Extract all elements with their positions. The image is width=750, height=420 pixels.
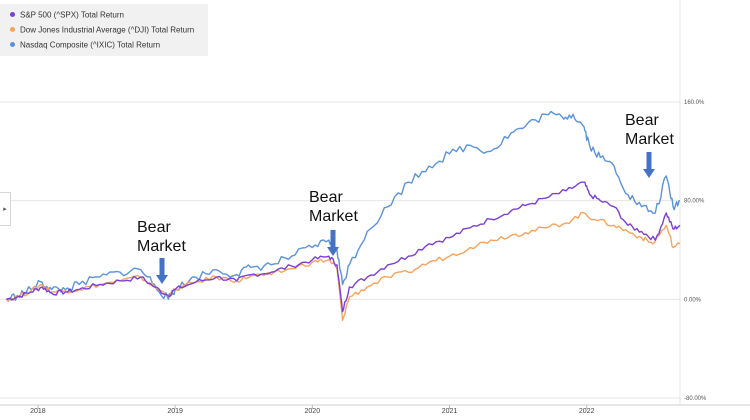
legend: S&P 500 (^SPX) Total Return Dow Jones In… [0, 4, 208, 56]
annotation-line1: Bear [625, 112, 659, 129]
x-tick-label: 2021 [442, 408, 458, 415]
series-line-dji [5, 211, 681, 321]
legend-label-ixic: Nasdaq Composite (^IXIC) Total Return [20, 40, 161, 50]
annotation-line2: Market [625, 131, 674, 148]
gridlines [0, 0, 750, 406]
annotation-arrows [156, 152, 655, 284]
expand-panel-button[interactable]: ▸ [0, 192, 11, 226]
y-tick-label: 0.00% [684, 297, 702, 303]
series-line-ixic [6, 110, 681, 301]
y-tick-label: -80.00% [684, 396, 707, 402]
x-axis-labels: 2018 2019 2020 2021 2022 [30, 405, 595, 415]
down-arrow-icon [643, 152, 655, 178]
annotation-bear-market-2022: Bear Market [625, 111, 674, 149]
x-tick-label: 2019 [167, 408, 183, 415]
annotation-line2: Market [137, 238, 186, 255]
y-axis-labels: 160.0% 80.00% 0.00% -80.00% [684, 100, 707, 402]
chevron-right-icon: ▸ [3, 206, 7, 213]
x-tick-label: 2020 [305, 408, 321, 415]
legend-marker-ixic [10, 42, 15, 48]
y-tick-label: 80.00% [684, 199, 705, 205]
annotation-line1: Bear [137, 219, 171, 236]
legend-label-spx: S&P 500 (^SPX) Total Return [20, 10, 124, 20]
legend-marker-dji [10, 27, 15, 33]
annotation-line2: Market [309, 208, 358, 225]
annotation-line1: Bear [309, 189, 343, 206]
legend-item-ixic[interactable]: Nasdaq Composite (^IXIC) Total Return [10, 40, 160, 49]
x-tick-label: 2022 [579, 408, 595, 415]
series-lines [5, 110, 681, 321]
down-arrow-icon [156, 258, 168, 284]
down-arrow-icon [327, 230, 339, 256]
series-line-spx [6, 181, 681, 313]
y-tick-label: 160.0% [684, 100, 705, 106]
x-tick-label: 2018 [30, 408, 46, 415]
annotation-bear-market-2018: Bear Market [137, 218, 186, 256]
legend-item-spx[interactable]: S&P 500 (^SPX) Total Return [10, 10, 124, 19]
annotation-bear-market-2020: Bear Market [309, 188, 358, 226]
legend-label-dji: Dow Jones Industrial Average (^DJI) Tota… [20, 25, 195, 35]
legend-marker-spx [10, 12, 15, 18]
legend-item-dji[interactable]: Dow Jones Industrial Average (^DJI) Tota… [10, 25, 194, 34]
